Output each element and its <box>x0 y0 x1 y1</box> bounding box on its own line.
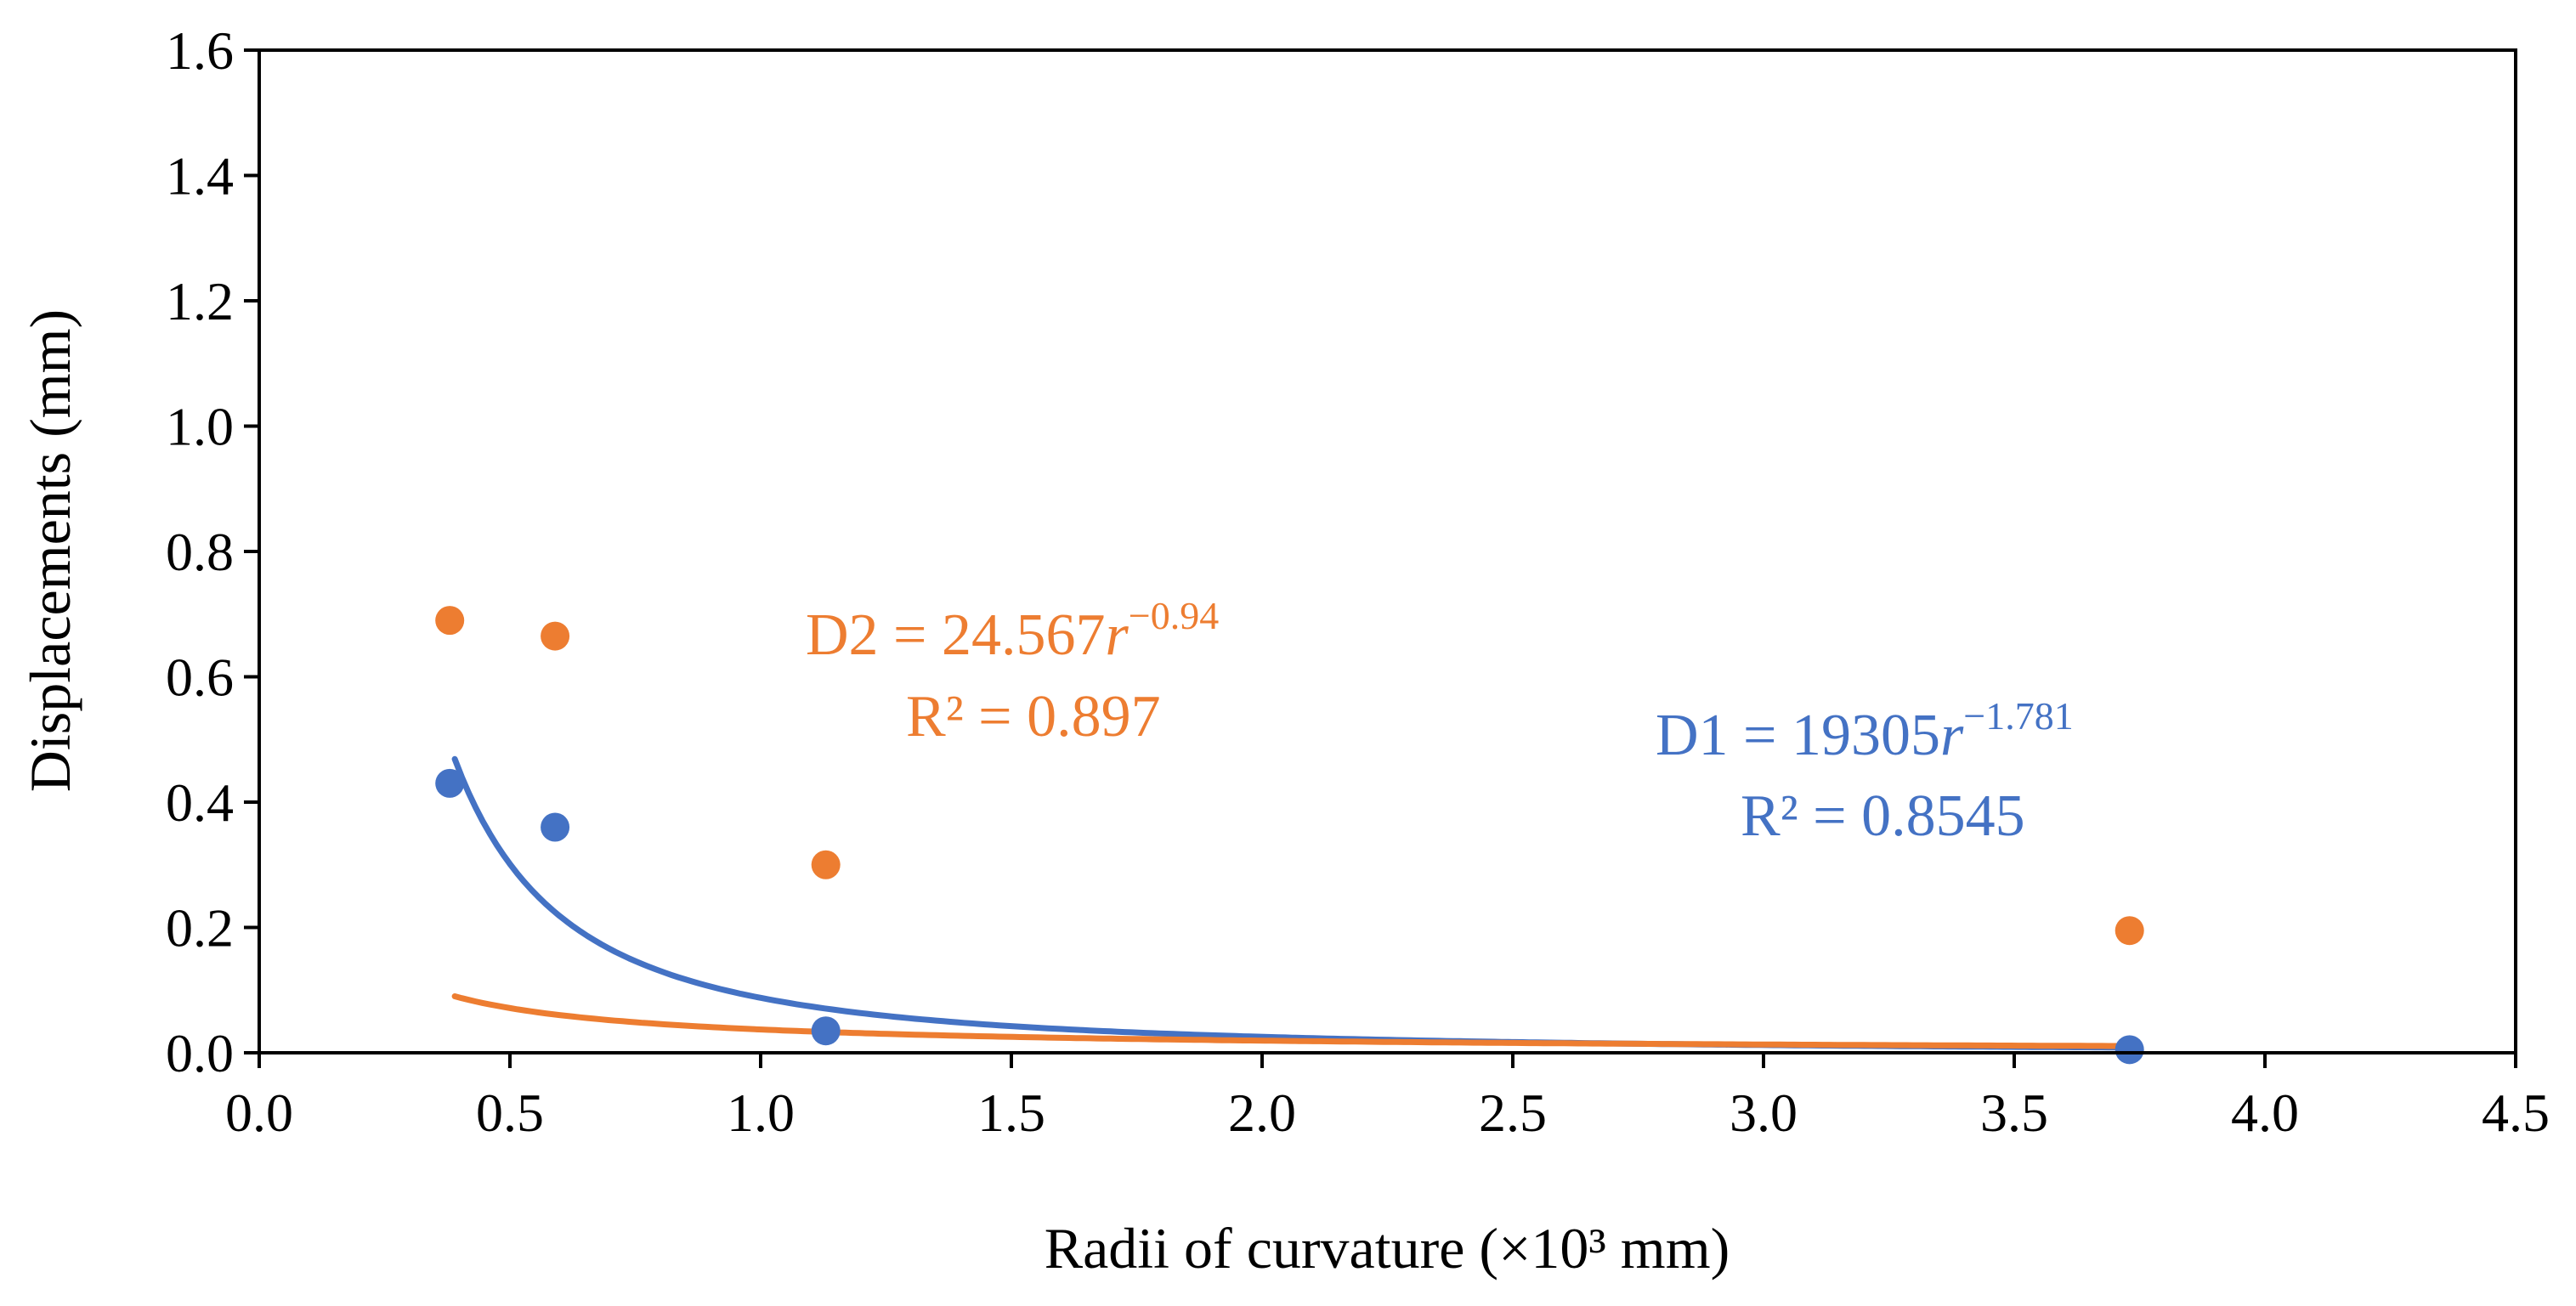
plot-frame <box>258 48 2517 1054</box>
y-tick-label: 0.6 <box>166 647 234 708</box>
d1-equation-variable: r <box>1940 703 1964 768</box>
d2-fit-curve <box>451 993 2133 1049</box>
d2-equation-variable: r <box>1106 602 1129 668</box>
d2-r-squared: R² = 0.897 <box>906 684 1161 749</box>
x-tick-label: 2.5 <box>1479 1083 1547 1143</box>
d2-data-point <box>435 606 465 636</box>
d2-data-point <box>541 621 570 651</box>
d1-equation: D1 = 19305r−1.781 <box>1656 694 2074 768</box>
y-axis-ticks: 0.0 0.2 0.4 0.6 0.8 1.0 1.2 1.4 1.6 <box>166 20 259 1083</box>
d1-equation-exponent: −1.781 <box>1963 694 2073 738</box>
x-tick-label: 1.0 <box>727 1083 795 1143</box>
y-tick-label: 1.0 <box>166 397 234 457</box>
d1-equation-prefix: D1 = 19305 <box>1656 703 1940 768</box>
x-tick-label: 0.0 <box>225 1083 293 1143</box>
d1-data-point <box>541 812 570 842</box>
d2-equation-exponent: −0.94 <box>1129 594 1219 637</box>
y-tick-label: 1.4 <box>166 146 234 206</box>
x-tick-label: 3.0 <box>1730 1083 1798 1143</box>
y-tick-label: 0.0 <box>166 1023 234 1083</box>
y-tick-label: 0.2 <box>166 898 234 958</box>
x-axis-title: Radii of curvature (×10³ mm) <box>1045 1216 1730 1281</box>
d1-data-point <box>811 1016 841 1046</box>
d2-data-point <box>811 850 841 879</box>
x-tick-label: 0.5 <box>476 1083 544 1143</box>
d1-r-squared: R² = 0.8545 <box>1741 783 2025 849</box>
x-tick-label: 4.0 <box>2231 1083 2299 1143</box>
d2-equation: D2 = 24.567r−0.94 <box>806 594 1219 668</box>
y-axis-title: Displacements (mm) <box>18 309 82 792</box>
d1-data-point <box>2115 1035 2144 1065</box>
x-axis-ticks: 0.0 0.5 1.0 1.5 2.0 2.5 3.0 3.5 4.0 4.5 <box>225 1053 2550 1143</box>
y-tick-label: 1.2 <box>166 271 234 331</box>
fit-curves <box>451 755 2133 1051</box>
x-tick-label: 1.5 <box>977 1083 1045 1143</box>
x-tick-label: 2.0 <box>1228 1083 1296 1143</box>
y-tick-label: 0.4 <box>166 772 234 833</box>
data-points <box>435 606 2144 1065</box>
x-tick-label: 4.5 <box>2482 1083 2550 1143</box>
d2-data-point <box>2115 916 2144 946</box>
x-tick-label: 3.5 <box>1980 1083 2048 1143</box>
y-tick-label: 0.8 <box>166 522 234 582</box>
d1-data-point <box>435 768 465 798</box>
d2-equation-prefix: D2 = 24.567 <box>806 602 1106 668</box>
y-tick-label: 1.6 <box>166 20 234 81</box>
